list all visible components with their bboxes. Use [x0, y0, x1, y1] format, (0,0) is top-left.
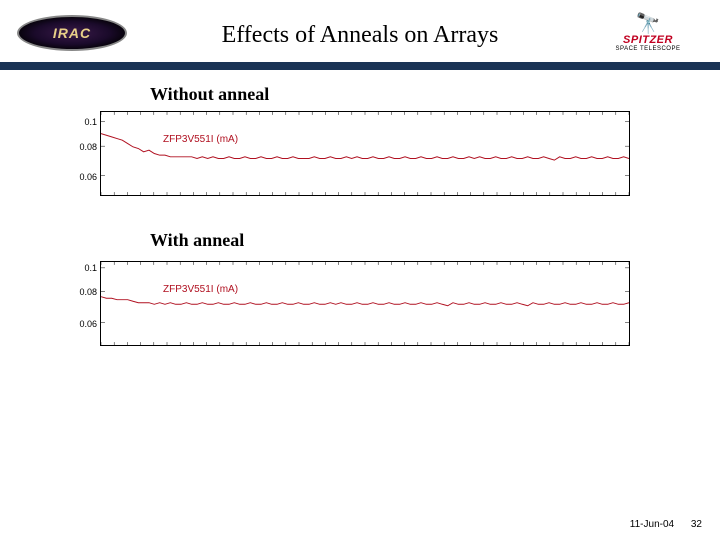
- header-divider: [0, 62, 720, 70]
- chart1-plot: [101, 112, 629, 195]
- chart1-ylabels: 0.1 0.08 0.06: [71, 112, 99, 195]
- y-tick-label: 0.1: [84, 263, 97, 273]
- chart-with-anneal: 0.10.080.06 ZFP3V551I (mA): [100, 261, 630, 346]
- telescope-icon: 🔭: [636, 14, 661, 34]
- logo-irac-container: IRAC: [12, 13, 132, 53]
- y-tick-label: 0.08: [79, 287, 97, 297]
- logo-spitzer-container: 🔭 SPITZER SPACE TELESCOPE: [588, 13, 708, 53]
- y-tick-label: 0.06: [79, 319, 97, 329]
- y-tick-label: 0.06: [79, 172, 97, 182]
- y-tick-label: 0.08: [79, 142, 97, 152]
- spitzer-logo-subtext: SPACE TELESCOPE: [616, 46, 681, 52]
- chart-without-anneal: 0.10.080.06 ZFP3V551I (mA): [100, 111, 630, 196]
- footer-page-number: 32: [691, 519, 702, 530]
- irac-logo-text: IRAC: [53, 25, 91, 41]
- chart2-ylabels: 0.1 0.08 0.06: [71, 262, 99, 345]
- slide-footer: 11-Jun-04 32: [630, 519, 702, 530]
- footer-date: 11-Jun-04: [630, 519, 674, 530]
- y-tick-label: 0.1: [84, 117, 97, 127]
- slide-header: IRAC Effects of Anneals on Arrays 🔭 SPIT…: [0, 0, 720, 58]
- chart2-plot: [101, 262, 629, 345]
- section2-label: With anneal: [150, 230, 720, 251]
- section1-label: Without anneal: [150, 84, 720, 105]
- spitzer-logo-text: SPITZER: [623, 34, 673, 46]
- slide-title: Effects of Anneals on Arrays: [132, 22, 588, 49]
- irac-logo-icon: IRAC: [17, 15, 127, 51]
